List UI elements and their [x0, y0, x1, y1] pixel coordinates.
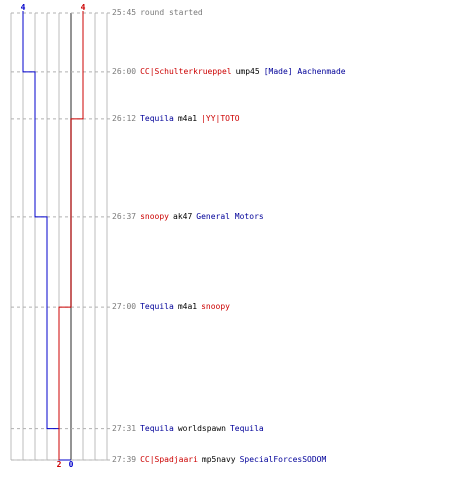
event-row: 27:00 Tequila m4a1 snoopy — [112, 302, 230, 312]
event-time: 26:37 — [112, 211, 137, 221]
weapon-name: m4a1 — [177, 113, 198, 123]
killer-name: Tequila — [140, 423, 174, 433]
event-time: 26:00 — [112, 66, 137, 76]
event-time: 27:00 — [112, 302, 137, 312]
killer-name: snoopy — [140, 211, 169, 221]
event-time: 27:31 — [112, 423, 137, 433]
red-team-end-score: 2 — [57, 460, 62, 469]
blue-team-start-score: 4 — [21, 3, 26, 12]
red-team-score-line — [58, 11, 84, 460]
weapon-name: worldspawn — [177, 423, 226, 433]
red-team-start-score: 4 — [81, 3, 86, 12]
event-row: 27:39 CC|Spadjaari mp5navy SpecialForcesSOD… — [112, 455, 326, 465]
event-row: 26:37 snoopy ak47 General Motors — [112, 212, 264, 222]
event-row: 25:45 round started — [112, 8, 203, 18]
victim-name: General Motors — [196, 211, 264, 221]
killer-name: CC|Spadjaari — [140, 455, 198, 464]
event-time: 27:39 — [112, 455, 137, 464]
victim-name: Tequila — [229, 423, 264, 433]
victim-name: snoopy — [201, 302, 230, 312]
weapon-name: ump45 — [235, 66, 260, 76]
victim-name: |YY|TOTO — [201, 113, 240, 123]
victim-name: SpecialForcesSODOM — [239, 455, 327, 464]
event-row: 27:31 Tequila worldspawn Tequila — [112, 424, 264, 434]
weapon-name: ak47 — [173, 211, 193, 221]
victim-name: [Made] Aachenmade — [263, 66, 346, 76]
killer-name: Tequila — [140, 302, 174, 312]
killer-name: CC|Schulterkrueppel — [140, 66, 232, 76]
event-row: 26:12 Tequila m4a1 |YY|TOTO — [112, 114, 240, 124]
event-row: 26:00 CC|Schulterkrueppel ump45 [Made] Aach… — [112, 67, 346, 77]
killer-name: Tequila — [140, 113, 174, 123]
weapon-name: m4a1 — [177, 302, 198, 312]
weapon-name: mp5navy — [201, 455, 236, 464]
event-message: round started — [140, 8, 203, 17]
event-time: 25:45 — [112, 8, 137, 17]
blue-team-end-score: 0 — [69, 460, 74, 469]
event-time: 26:12 — [112, 113, 137, 123]
